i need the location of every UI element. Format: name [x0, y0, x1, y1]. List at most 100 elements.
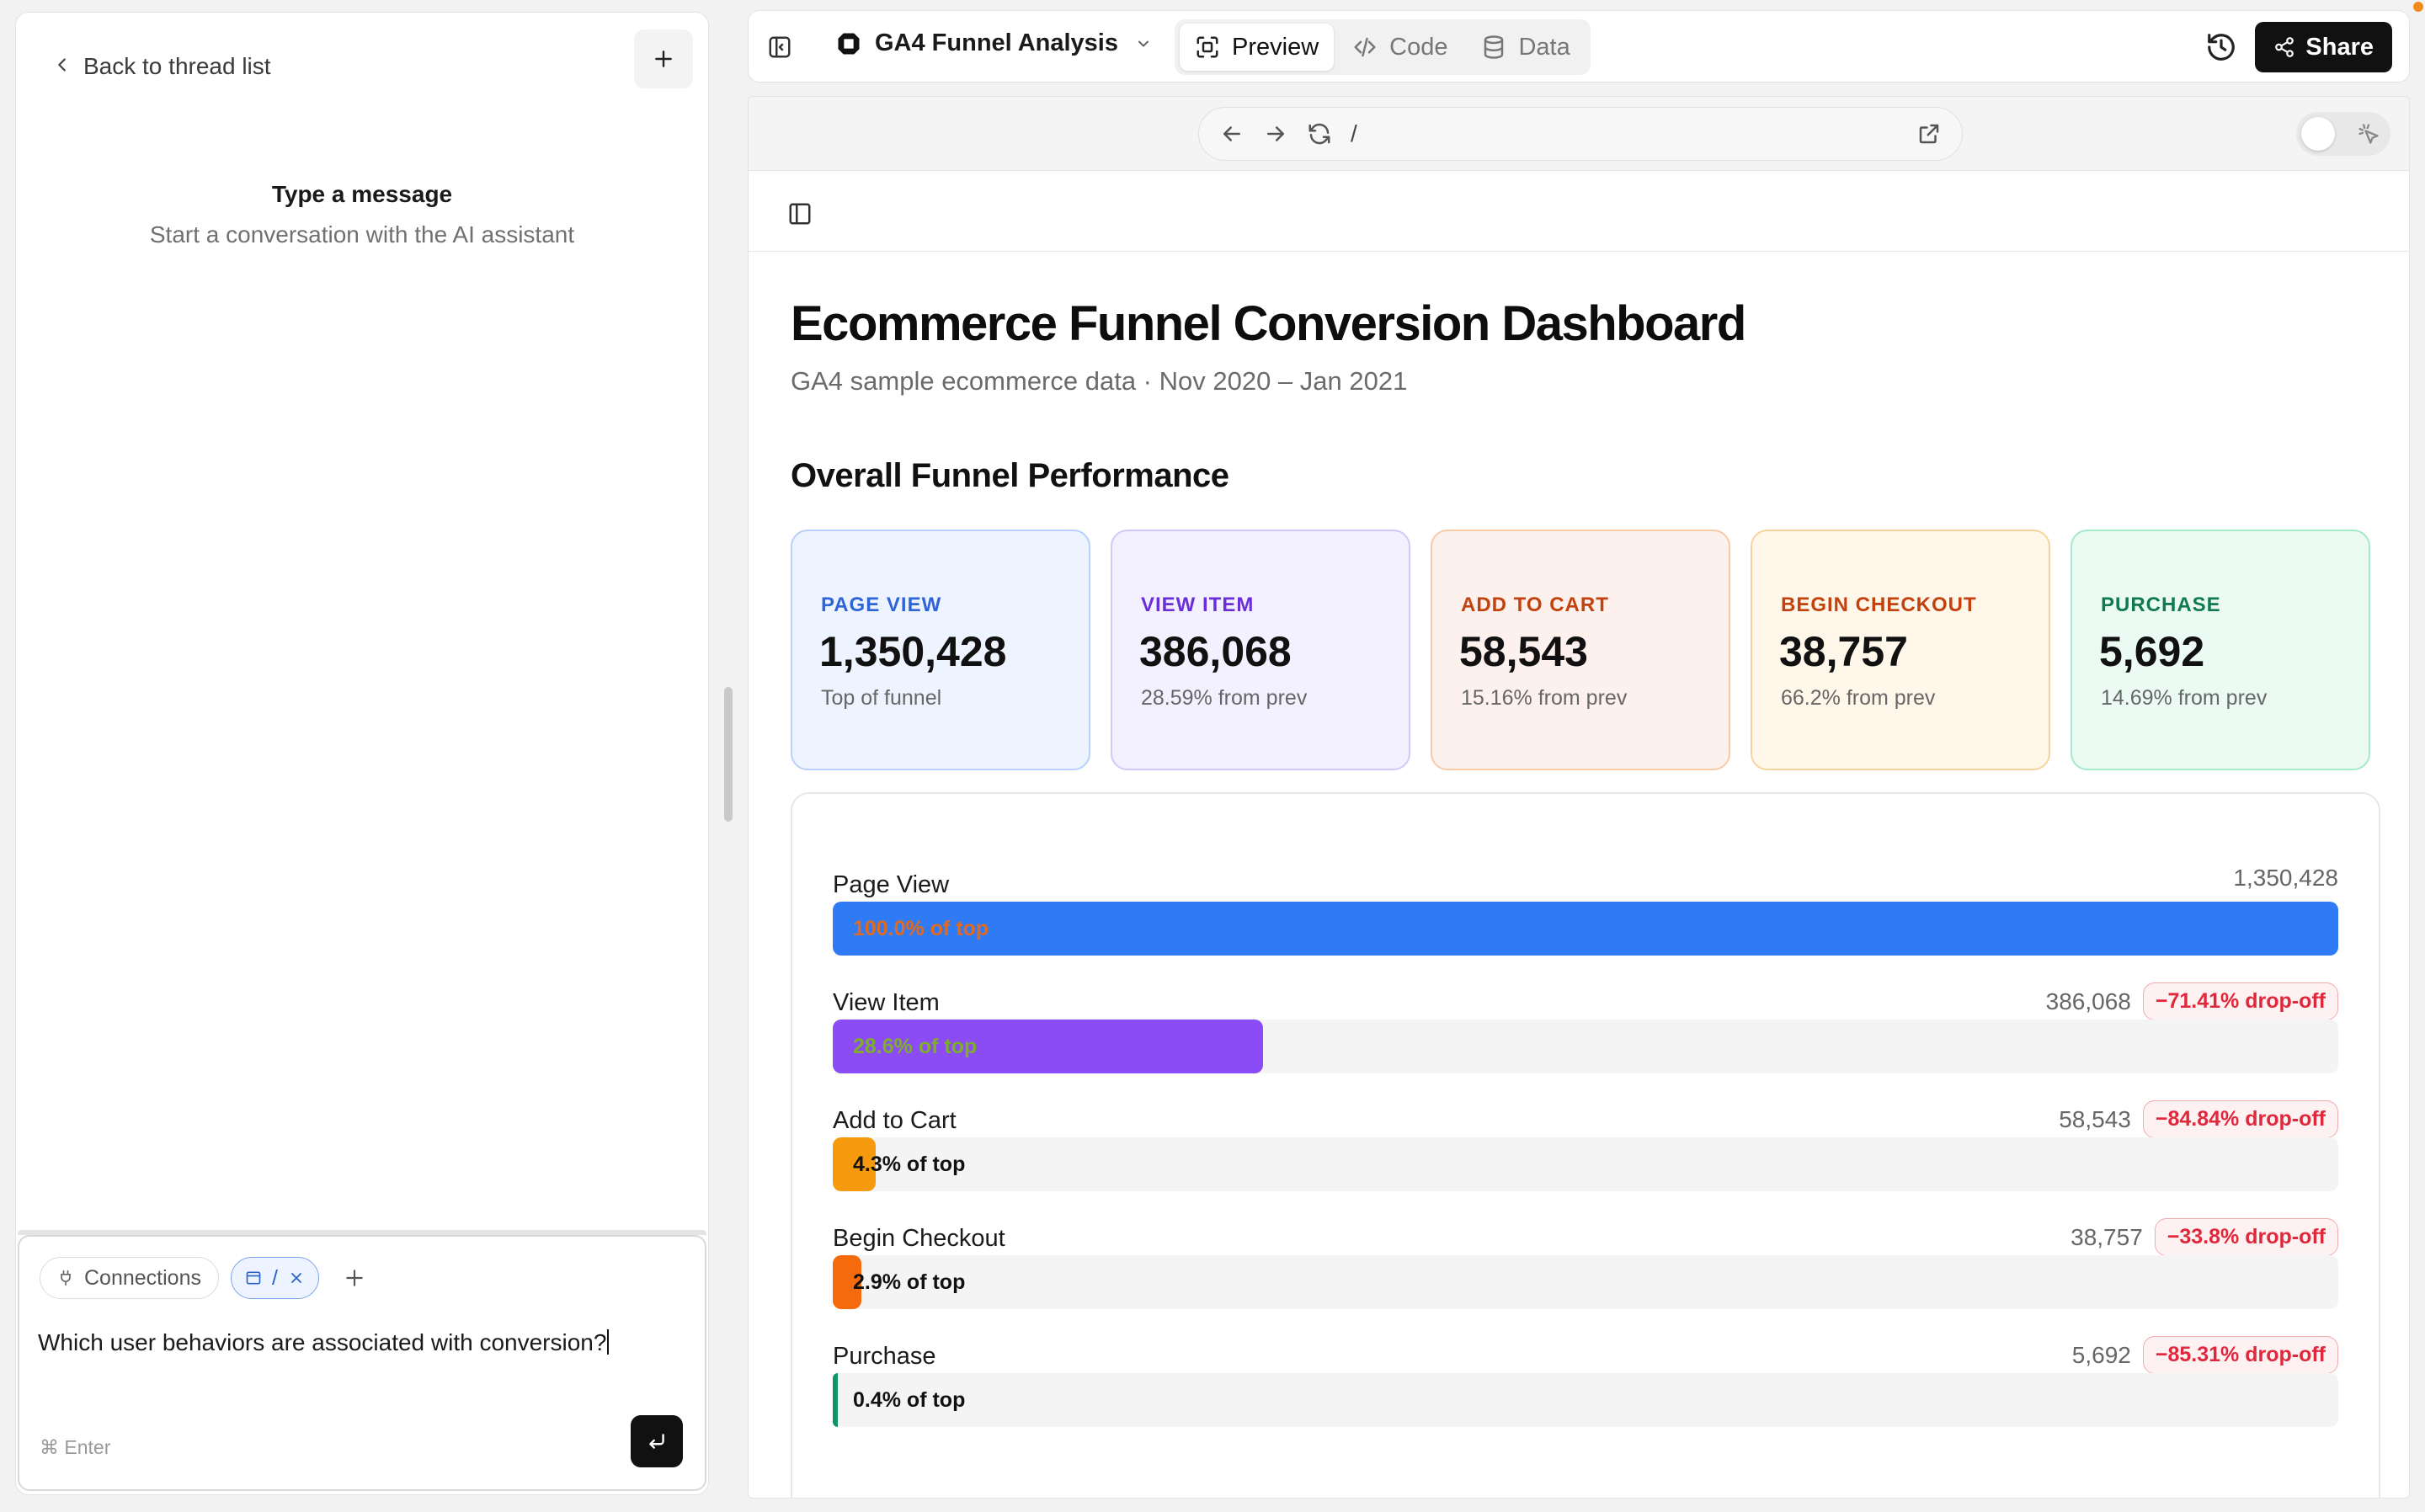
tab-preview-label: Preview	[1232, 33, 1319, 61]
funnel-row: Page View 1,350,428 100.0% of top	[833, 865, 2338, 972]
kpi-note: 15.16% from prev	[1461, 686, 1628, 710]
context-chip-label: /	[271, 1265, 278, 1290]
funnel-step-label: Purchase	[833, 1343, 936, 1370]
project-selector[interactable]: GA4 Funnel Analysis	[836, 29, 1152, 57]
thread-panel: Back to thread list Type a message Start…	[15, 12, 709, 1495]
tab-preview[interactable]: Preview	[1180, 24, 1335, 71]
funnel-step-count: 5,692	[2071, 1341, 2131, 1368]
funnel-bar-percent: 4.3% of top	[853, 1153, 966, 1176]
composer-chips: Connections /	[40, 1257, 371, 1299]
funnel-row: Add to Cart 58,543 −84.84% drop-off 4.3%…	[833, 1100, 2338, 1208]
composer-divider	[18, 1230, 706, 1235]
share-button[interactable]: Share	[2255, 22, 2392, 72]
sidebar-toggle-icon[interactable]	[787, 201, 813, 226]
kpi-label: PURCHASE	[2101, 594, 2221, 616]
back-label: Back to thread list	[83, 53, 271, 79]
url-path: /	[1351, 120, 1357, 146]
connections-chip[interactable]: Connections	[40, 1257, 219, 1299]
send-shortcut-hint: ⌘ Enter	[40, 1436, 111, 1458]
project-logo-icon	[838, 33, 860, 54]
pointer-click-icon	[2358, 124, 2379, 144]
funnel-bar-track: 2.9% of top	[833, 1255, 2338, 1309]
tab-data-label: Data	[1518, 33, 1570, 61]
kpi-label: PAGE VIEW	[821, 594, 942, 616]
close-icon[interactable]	[288, 1270, 305, 1286]
message-input-text: Which user behaviors are associated with…	[38, 1329, 607, 1355]
kpi-label: ADD TO CART	[1461, 594, 1609, 616]
external-link-icon[interactable]	[1916, 121, 1942, 146]
toggle-knob	[2301, 117, 2335, 151]
url-bar[interactable]: /	[1198, 107, 1963, 161]
funnel-row: View Item 386,068 −71.41% drop-off 28.6%…	[833, 982, 2338, 1090]
kpi-card-purchase: PURCHASE 5,692 14.69% from prev	[2071, 530, 2370, 770]
funnel-step-count: 58,543	[2059, 1105, 2131, 1132]
editor-topbar: GA4 Funnel Analysis Preview Code Data Sh…	[748, 10, 2410, 83]
funnel-step-label: Add to Cart	[833, 1107, 957, 1134]
funnel-step-count: 38,757	[2071, 1223, 2143, 1250]
history-icon[interactable]	[2205, 31, 2237, 63]
tab-code-label: Code	[1389, 33, 1448, 61]
kpi-value: 58,543	[1459, 628, 1588, 675]
funnel-chart: Page View 1,350,428 100.0% of top View I…	[791, 792, 2380, 1498]
refresh-icon[interactable]	[1307, 121, 1332, 146]
view-tabs: Preview Code Data	[1175, 19, 1591, 75]
funnel-step-stats: 386,068 −71.41% drop-off	[2046, 982, 2338, 1020]
notification-dot	[2413, 2, 2423, 12]
kpi-label: VIEW ITEM	[1141, 594, 1255, 616]
new-thread-button[interactable]	[634, 29, 693, 88]
funnel-step-stats: 1,350,428	[2233, 865, 2338, 892]
kpi-note: 28.59% from prev	[1141, 686, 1308, 710]
tab-data[interactable]: Data	[1466, 24, 1585, 71]
panel-resize-handle[interactable]	[724, 687, 733, 822]
funnel-step-stats: 58,543 −84.84% drop-off	[2059, 1100, 2338, 1138]
chevron-left-icon	[53, 53, 72, 80]
database-icon	[1484, 35, 1504, 59]
dropoff-badge: −33.8% drop-off	[2154, 1218, 2338, 1256]
kpi-card-view-item: VIEW ITEM 386,068 28.59% from prev	[1111, 530, 1410, 770]
back-to-thread-list-link[interactable]: Back to thread list	[53, 53, 271, 80]
window-icon	[246, 1271, 261, 1285]
funnel-step-count: 386,068	[2045, 988, 2131, 1014]
arrow-right-icon[interactable]	[1263, 121, 1288, 146]
dropoff-badge: −71.41% drop-off	[2142, 982, 2338, 1020]
message-composer[interactable]: Connections / Which user behaviors are a…	[18, 1230, 706, 1491]
enter-icon	[649, 1434, 664, 1449]
sidebar-collapse-icon[interactable]	[767, 35, 792, 60]
funnel-bar	[833, 1373, 838, 1427]
funnel-step-label: View Item	[833, 989, 940, 1016]
funnel-bar-track: 4.3% of top	[833, 1137, 2338, 1191]
kpi-cards: PAGE VIEW 1,350,428 Top of funnel VIEW I…	[791, 530, 2370, 770]
dashboard-title: Ecommerce Funnel Conversion Dashboard	[791, 296, 1746, 351]
funnel-bar	[833, 1255, 862, 1309]
arrow-left-icon[interactable]	[1219, 121, 1244, 146]
empty-state-subtitle: Start a conversation with the AI assista…	[149, 221, 575, 248]
browser-bar: /	[749, 97, 2409, 171]
project-name: GA4 Funnel Analysis	[875, 29, 1118, 56]
plug-icon	[61, 1270, 71, 1286]
funnel-bar	[833, 902, 2338, 956]
kpi-card-add-to-cart: ADD TO CART 58,543 15.16% from prev	[1431, 530, 1730, 770]
send-button[interactable]	[631, 1415, 683, 1467]
kpi-card-begin-checkout: BEGIN CHECKOUT 38,757 66.2% from prev	[1751, 530, 2050, 770]
funnel-bar-percent: 0.4% of top	[853, 1388, 966, 1412]
dropoff-badge: −85.31% drop-off	[2142, 1336, 2338, 1374]
context-chip[interactable]: /	[230, 1257, 319, 1299]
element-picker-toggle[interactable]	[2296, 112, 2390, 156]
kpi-value: 1,350,428	[819, 628, 1007, 675]
text-caret	[607, 1329, 610, 1355]
funnel-step-stats: 5,692 −85.31% drop-off	[2072, 1336, 2338, 1374]
funnel-bar-percent: 100.0% of top	[853, 917, 989, 940]
funnel-bar-track: 100.0% of top	[833, 902, 2338, 956]
funnel-row: Purchase 5,692 −85.31% drop-off 0.4% of …	[833, 1336, 2338, 1444]
kpi-note: 66.2% from prev	[1781, 686, 1936, 710]
funnel-step-count: 1,350,428	[2233, 865, 2338, 891]
tab-code[interactable]: Code	[1337, 24, 1463, 71]
plus-icon	[655, 51, 672, 67]
message-input[interactable]: Which user behaviors are associated with…	[38, 1329, 610, 1356]
add-context-button[interactable]	[338, 1261, 371, 1295]
funnel-bar-percent: 2.9% of top	[853, 1270, 966, 1294]
funnel-step-stats: 38,757 −33.8% drop-off	[2071, 1218, 2338, 1256]
kpi-label: BEGIN CHECKOUT	[1781, 594, 1977, 616]
share-label: Share	[2305, 33, 2374, 61]
dashboard-subtitle: GA4 sample ecommerce data · Nov 2020 – J…	[791, 366, 1408, 396]
